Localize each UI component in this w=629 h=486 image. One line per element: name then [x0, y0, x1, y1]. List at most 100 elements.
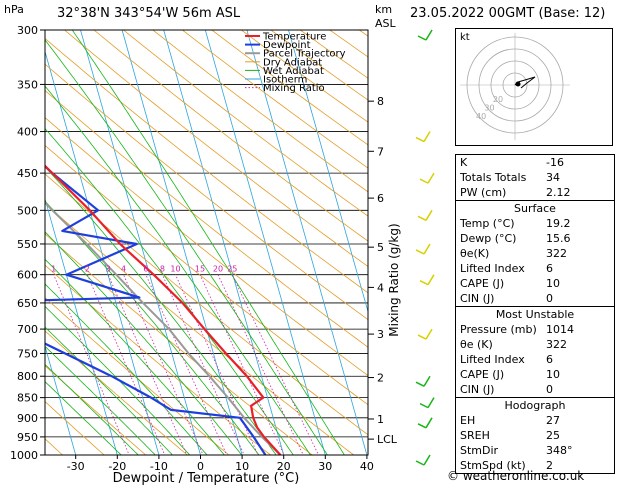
hodograph-stat-row: EH 27	[456, 413, 614, 428]
isotherm	[288, 30, 368, 314]
temperature-tick-label: 40	[360, 460, 374, 473]
surface-row: CIN (J) 0	[456, 291, 614, 306]
temperature-tick-label: -20	[108, 460, 126, 473]
surface-label: CAPE (J)	[460, 277, 505, 290]
surface-label: θe(K)	[460, 247, 490, 260]
most-unstable-label: CAPE (J)	[460, 368, 505, 381]
isotherm	[246, 30, 368, 455]
mixing-ratio-line	[217, 274, 304, 455]
height-tick-label: 6	[377, 192, 384, 205]
wet-adiabat	[45, 326, 174, 455]
wet-adiabat	[45, 363, 139, 455]
pressure-tick-label: 500	[17, 204, 38, 217]
dry-adiabat	[45, 173, 368, 436]
temperature-tick-label: -30	[67, 460, 85, 473]
hodograph-stat-row: StmDir 348°	[456, 443, 614, 458]
pressure-tick-label: 850	[17, 392, 38, 405]
most-unstable-row: Pressure (mb) 1014	[456, 322, 614, 337]
mixing-ratio-label: 4	[121, 265, 126, 274]
wind-barb	[427, 172, 435, 184]
dry-adiabat	[45, 89, 368, 348]
temperature-line	[45, 164, 282, 455]
hodograph-stat-value: 27	[546, 414, 560, 427]
totals-totals-row: Totals Totals 34	[460, 171, 560, 184]
height-tick-label: 4	[377, 281, 384, 294]
surface-row: Temp (°C) 19.2	[456, 216, 614, 231]
mixing-ratio-label: 6	[143, 265, 148, 274]
parcel-line	[45, 201, 282, 455]
most-unstable-label: θe (K)	[460, 338, 493, 351]
pressure-unit-label: hPa	[4, 3, 24, 16]
height-tick-label: 3	[377, 328, 384, 341]
pressure-tick-label: 750	[17, 347, 38, 360]
dry-adiabat	[45, 38, 368, 294]
mixing-ratio-label: 2	[85, 265, 90, 274]
hodograph-section: Hodograph EH 27 SREH 25 StmDir 348° StmSpd (kt…	[456, 397, 614, 473]
height-tick-label: 8	[377, 95, 384, 108]
pressure-tick-label: 350	[17, 78, 38, 91]
dry-adiabat	[45, 117, 368, 377]
dry-adiabat	[122, 30, 368, 217]
location-label: 32°38'N 343°54'W 56m ASL	[57, 6, 241, 21]
profile-series	[45, 164, 282, 455]
most-unstable-row: CIN (J) 0	[456, 382, 614, 397]
surface-label: Lifted Index	[460, 262, 525, 275]
height-tick-label: LCL	[377, 433, 398, 446]
temperature-tick-label: 10	[235, 460, 249, 473]
wind-barb-flag	[419, 280, 429, 286]
hodograph-stat-row: SREH 25	[456, 428, 614, 443]
wind-barb	[423, 243, 431, 255]
most-unstable-row: θe (K) 322	[456, 337, 614, 352]
pressure-tick-label: 600	[17, 269, 38, 282]
wet-adiabat	[45, 283, 208, 455]
wind-barb-flag	[417, 215, 427, 221]
dewpoint-line	[45, 164, 267, 455]
wind-barb-flag	[415, 460, 425, 466]
km-unit-label: km	[375, 3, 392, 16]
pressure-tick-label: 400	[17, 126, 38, 139]
stats-panel: K -16 Totals Totals 34 PW (cm) 2.12 Surface…	[455, 154, 615, 474]
hodograph-storm-marker	[515, 81, 521, 87]
hodograph-stat-label: EH	[460, 414, 476, 427]
hodograph-frame	[455, 28, 613, 146]
mixing-ratio-line	[162, 274, 245, 455]
mixing-ratio-label: 1	[51, 265, 56, 274]
dry-adiabat	[211, 30, 368, 146]
wet-adiabat	[45, 127, 294, 455]
dry-adiabat	[45, 400, 105, 455]
most-unstable-value: 10	[546, 368, 560, 381]
dry-adiabat	[45, 233, 313, 455]
height-tick-label: 5	[377, 241, 384, 254]
mixing-ratio-line	[123, 274, 204, 455]
mixing-ratio-label: 15	[195, 265, 205, 274]
wind-barb	[425, 209, 433, 221]
hodograph-stat-label: StmDir	[460, 444, 499, 457]
surface-value: 6	[546, 262, 553, 275]
most-unstable-label: CIN (J)	[460, 383, 495, 396]
grid-lines	[45, 30, 368, 455]
wet-adiabat	[45, 39, 328, 455]
most-unstable-section: Most Unstable Pressure (mb) 1014 θe (K) 322…	[456, 306, 614, 397]
hodograph-stat-value: 2	[546, 459, 553, 472]
dry-adiabat	[45, 297, 230, 455]
legend-entry: Mixing Ratio	[263, 83, 325, 94]
wet-adiabat	[71, 30, 345, 455]
isotherm	[45, 344, 77, 455]
pressure-tick-label: 700	[17, 323, 38, 336]
wind-barbs	[415, 29, 435, 466]
dry-adiabat	[152, 30, 368, 193]
surface-label: CIN (J)	[460, 292, 495, 305]
most-unstable-value: 1014	[546, 323, 574, 336]
hodograph-stat-label: StmSpd (kt)	[460, 459, 526, 472]
most-unstable-value: 322	[546, 338, 567, 351]
wind-barb-flag	[415, 381, 425, 387]
pressure-tick-label: 800	[17, 370, 38, 383]
wind-barb-flag	[415, 249, 425, 255]
hodograph-stat-label: SREH	[460, 429, 490, 442]
wind-barb	[427, 274, 435, 286]
k-index-row: K -16	[460, 156, 564, 169]
pressure-tick-label: 300	[17, 24, 38, 37]
isotherm	[80, 30, 201, 455]
height-tick-label: 1	[377, 413, 384, 426]
surface-row: Dewp (°C) 15.6	[456, 231, 614, 246]
